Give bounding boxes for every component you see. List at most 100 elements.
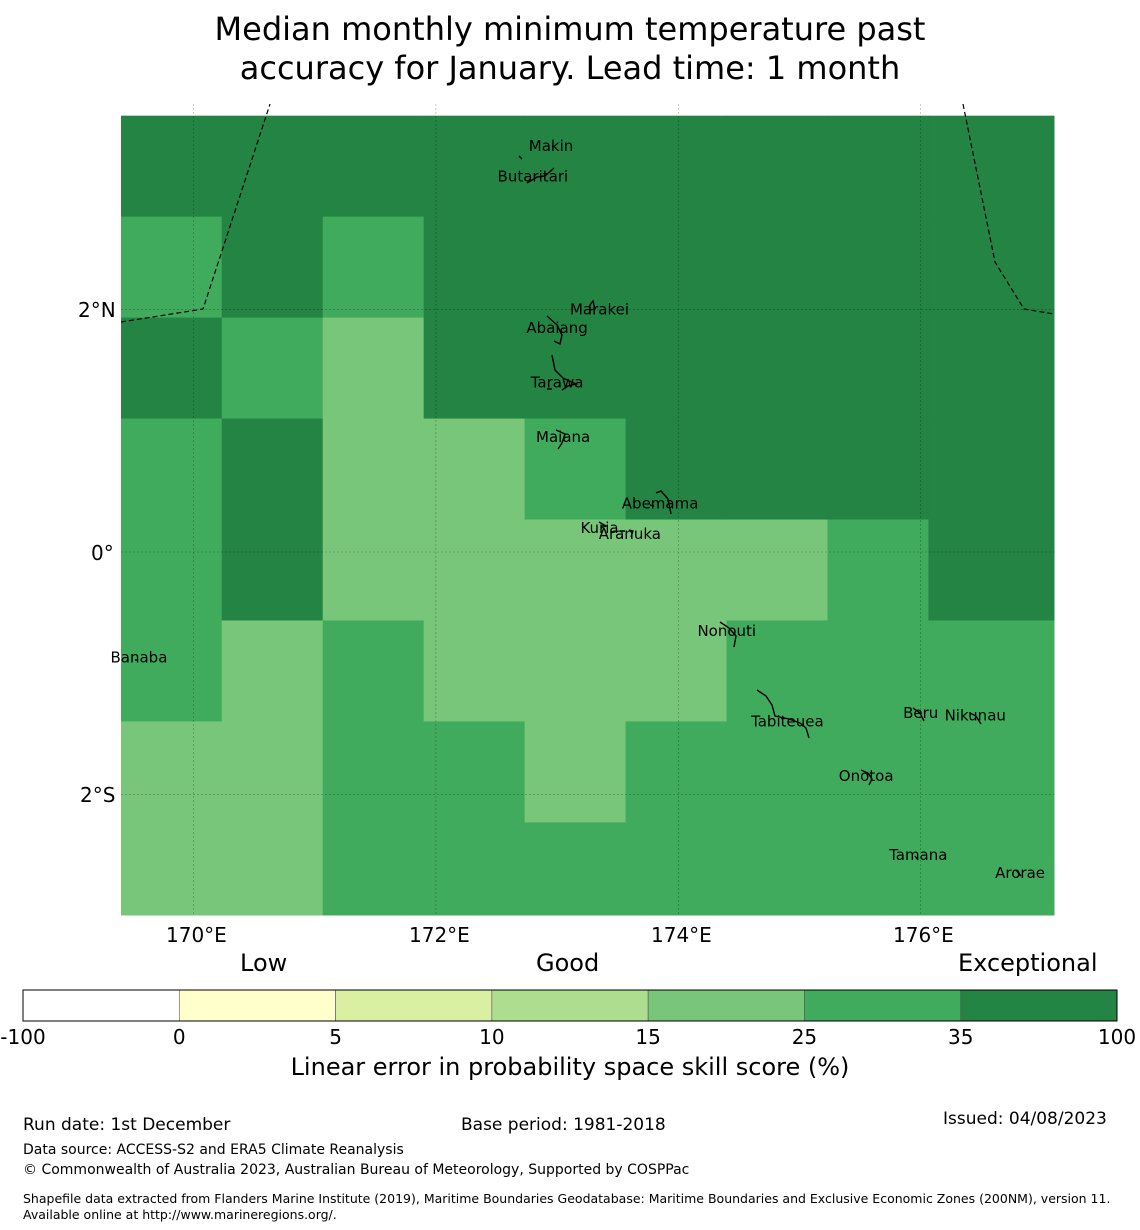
grid-cell — [322, 317, 425, 420]
colorbar-title: Linear error in probability space skill … — [290, 1053, 850, 1081]
grid-cell — [928, 822, 1055, 916]
eez-boundary-west — [120, 103, 271, 323]
grid-cell — [928, 519, 1055, 621]
grid-cell — [625, 317, 728, 420]
grid-cell — [827, 620, 929, 722]
colorbar-segment — [960, 989, 1118, 1022]
grid-cell — [726, 317, 828, 420]
grid-cell — [322, 115, 425, 218]
colorbar-tick-label: 5 — [329, 1025, 342, 1049]
grid-cell — [524, 721, 627, 823]
grid-cell — [322, 216, 425, 319]
grid-cell — [322, 822, 425, 916]
grid-cell — [221, 620, 324, 722]
grid-cell — [726, 519, 828, 621]
island-label-abaiang: Abaiang — [526, 319, 587, 337]
island-label-onotoa: Onotoa — [839, 767, 894, 785]
grid-cell — [625, 519, 728, 621]
island-label-arorae: Arorae — [995, 864, 1045, 882]
maiana-outline — [555, 429, 566, 450]
grid-cell — [827, 115, 929, 218]
grid-cell — [423, 418, 526, 521]
grid-cell — [726, 418, 828, 521]
island-label-aranuka: Aranuka — [599, 525, 661, 543]
graticule — [121, 104, 1054, 915]
colorbar-tick-label: 25 — [792, 1025, 817, 1049]
nonouti-outline — [719, 621, 737, 648]
grid-cell — [726, 216, 828, 319]
island-label-beru: Beru — [903, 704, 938, 722]
island-label-tarawa: Tarawa — [530, 373, 584, 391]
arorae-outline — [1015, 869, 1022, 877]
colorbar: -100 0 5 10 15 25 35 100 — [0, 989, 1136, 1049]
grid-cell — [928, 317, 1055, 420]
data-source: Data source: ACCESS-S2 and ERA5 Climate … — [23, 1142, 404, 1158]
grid-cell — [726, 822, 828, 916]
grid-cell — [726, 115, 828, 218]
grid-cell — [423, 115, 526, 218]
grid-cell — [121, 115, 223, 218]
abaiang-outline — [546, 315, 563, 346]
grid-cell — [726, 721, 828, 823]
grid-cell — [625, 620, 728, 722]
grid-cell — [423, 216, 526, 319]
grid-cell — [827, 822, 929, 916]
grid-cell — [423, 620, 526, 722]
grid-cell — [221, 418, 324, 521]
colorbar-segment — [804, 989, 962, 1022]
grid-cell — [121, 216, 223, 319]
grid-cell — [322, 519, 425, 621]
butaritari-outline — [526, 167, 555, 184]
island-label-nikunau: Nikunau — [945, 707, 1006, 725]
base-period: Base period: 1981-2018 — [461, 1115, 666, 1135]
lat-tick-0: 0° — [91, 541, 114, 565]
grid-cell — [625, 721, 728, 823]
grid-cell — [524, 317, 627, 420]
marakei-outline — [589, 299, 596, 311]
colorbar-segment — [647, 989, 805, 1022]
grid-cell — [322, 418, 425, 521]
maritime-boundaries — [120, 103, 1055, 323]
island-label-marakei: Marakei — [570, 301, 629, 319]
grid-cell — [928, 115, 1055, 218]
island-label-maiana: Maiana — [536, 428, 590, 446]
colorbar-tick-label: 35 — [948, 1025, 973, 1049]
abemama-outline — [649, 490, 672, 515]
colorbar-category-low: Low — [240, 949, 288, 977]
grid-cell — [221, 317, 324, 420]
map-title-line-2: accuracy for January. Lead time: 1 month — [239, 49, 901, 87]
grid-cell — [928, 418, 1055, 521]
colorbar-tick-label: -100 — [0, 1025, 45, 1049]
island-label-butaritari: Butaritari — [498, 167, 569, 185]
grid-cell — [524, 115, 627, 218]
issued-date: Issued: 04/08/2023 — [943, 1109, 1107, 1129]
tarawa-outline — [547, 354, 579, 391]
grid-cell — [928, 216, 1055, 319]
colorbar-segment — [335, 989, 493, 1022]
grid-cell — [423, 317, 526, 420]
nikunau-outline — [969, 712, 982, 725]
colorbar-outline — [22, 989, 1118, 1022]
map-title-line-1: Median monthly minimum temperature past — [214, 10, 926, 48]
grid-cell — [625, 822, 728, 916]
island-label-banaba: Banaba — [111, 648, 168, 666]
beru-outline — [912, 707, 925, 722]
grid-cell — [322, 620, 425, 722]
lon-tick-176e: 176°E — [893, 923, 954, 947]
lat-tick-2n: 2°N — [78, 298, 116, 322]
grid-cell — [221, 721, 324, 823]
colorbar-tick-label: 10 — [479, 1025, 504, 1049]
grid-cell — [121, 620, 223, 722]
grid-cell — [121, 721, 223, 823]
grid-cell — [423, 822, 526, 916]
colorbar-segment — [491, 989, 649, 1022]
grid-cell — [928, 620, 1055, 722]
grid-cell — [827, 721, 929, 823]
shapefile-credit: Shapefile data extracted from Flanders M… — [23, 1191, 1111, 1222]
grid-cell — [827, 317, 929, 420]
grid-cell — [827, 216, 929, 319]
lon-tick-172e: 172°E — [409, 923, 470, 947]
makin-outline — [518, 155, 523, 160]
grid-cell — [524, 519, 627, 621]
